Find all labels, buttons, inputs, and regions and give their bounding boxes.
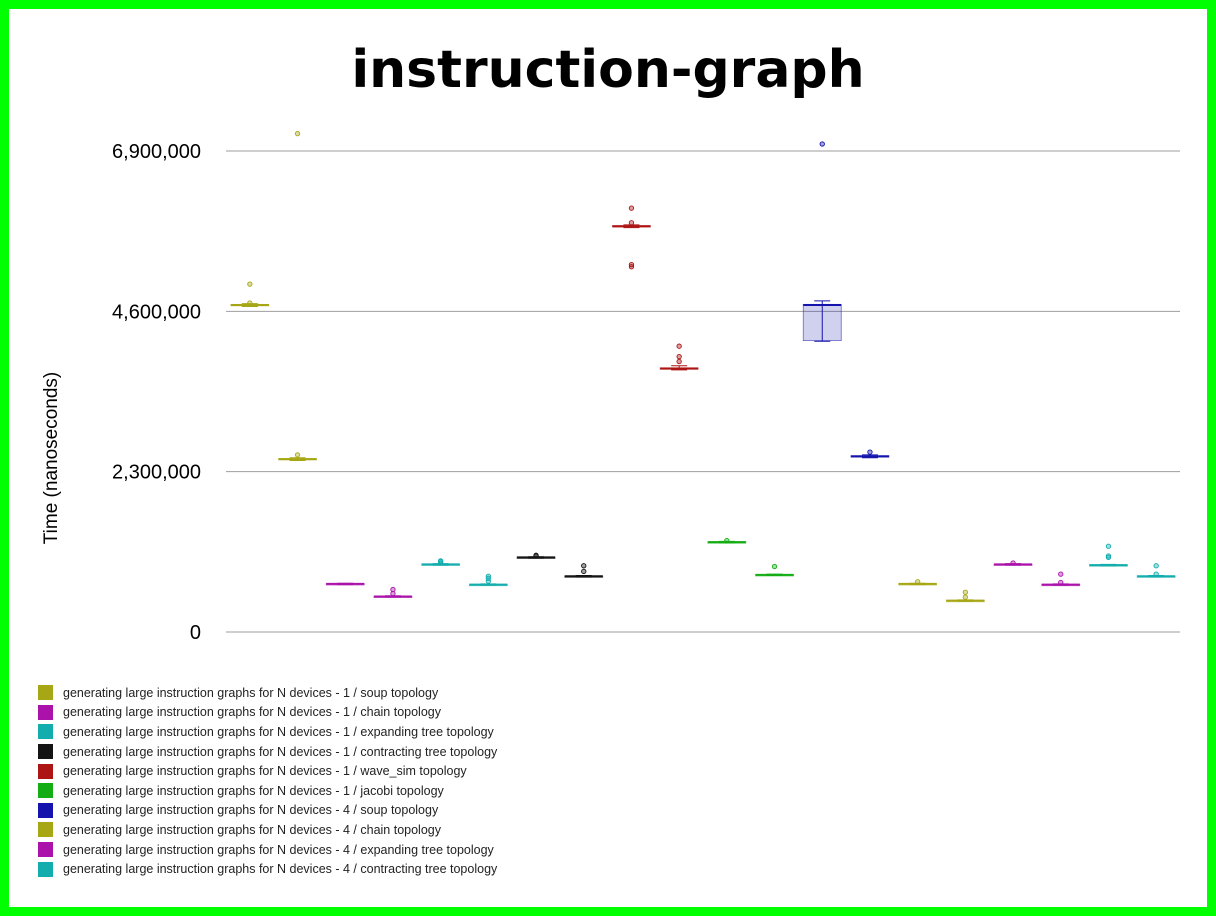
outlier-point [1153,563,1159,569]
box-plot [993,560,1033,566]
legend-swatch [38,822,53,838]
legend-item: generating large instruction graphs for … [38,761,497,781]
box [802,303,842,342]
box-plot [1041,571,1081,587]
outlier-point [1010,560,1016,566]
outlier-point [533,552,539,558]
box-plot [1136,563,1176,578]
box-plot [755,563,794,577]
outlier-point [294,452,301,458]
outlier-point [676,358,682,365]
legend-label: generating large instruction graphs for … [63,803,439,818]
legend-swatch [38,802,53,818]
outlier-point [962,594,968,600]
legend-label: generating large instruction graphs for … [63,862,498,877]
box-plot [945,589,985,603]
outlier-point [1105,553,1112,559]
legend-swatch [38,842,53,858]
outlier-point [390,586,396,593]
box-plot [325,582,365,586]
legend-item: generating large instruction graphs for … [38,781,497,801]
outlier-point [581,568,587,575]
outlier-point [1058,571,1064,577]
box-plot [802,141,842,342]
box-plot [421,558,461,566]
outlier-point [724,538,730,544]
legend-swatch [38,744,53,760]
outlier-point [581,563,587,569]
y-axis-label: Time (nanoseconds) [41,371,62,545]
outlier-point [771,563,778,570]
box-plot [564,563,604,578]
legend-label: generating large instruction graphs for … [63,822,441,837]
outlier-point [819,141,825,147]
outlier-point [247,281,253,287]
y-tick-label: 0 [190,622,201,644]
outlier-point [294,130,301,137]
legend-item: generating large instruction graphs for … [38,703,497,723]
legend-label: generating large instruction graphs for … [63,764,467,779]
box-plot [516,552,556,559]
legend-label: generating large instruction graphs for … [63,783,444,798]
box-plot [707,538,747,544]
outlier-point [485,573,491,579]
y-tick-label: 2,300,000 [112,462,201,484]
outlier-point [628,264,635,270]
outlier-point [676,343,682,349]
legend-label: generating large instruction graphs for … [63,685,439,700]
box-plot [612,205,651,270]
legend-item: generating large instruction graphs for … [38,859,497,879]
box-plot [850,449,890,459]
chart-title: instruction-graph [351,40,865,100]
outlier-point [1153,571,1159,577]
y-tick-label: 6,900,000 [112,141,201,163]
legend-swatch [38,783,53,799]
legend-swatch [38,763,53,779]
legend-item: generating large instruction graphs for … [38,820,497,840]
box-plot [278,130,317,462]
outlier-point [247,300,253,306]
box-plot [373,586,413,598]
outlier-point [676,353,682,360]
legend-swatch [38,861,53,877]
outlier-point [867,449,873,455]
legend-item: generating large instruction graphs for … [38,801,497,821]
legend-label: generating large instruction graphs for … [63,724,494,739]
box-plot [468,573,508,587]
legend-item: generating large instruction graphs for … [38,840,497,860]
outlier-point [962,589,968,595]
chart-frame [9,9,1207,907]
legend-swatch [38,724,53,740]
legend-label: generating large instruction graphs for … [63,705,441,720]
outlier-point [628,205,635,211]
outlier-point [628,220,635,226]
box-plot [898,579,938,586]
outlier-point [1058,579,1064,586]
y-tick-label: 4,600,000 [112,301,201,323]
outlier-point [915,579,921,585]
legend: generating large instruction graphs for … [38,683,497,879]
legend-swatch [38,685,53,701]
outlier-point [1105,543,1112,549]
outlier-point [437,558,444,564]
box-plot [1089,543,1128,567]
box-plot [230,281,270,307]
legend-swatch [38,704,53,720]
box-plot [659,343,699,371]
legend-label: generating large instruction graphs for … [63,842,494,857]
legend-label: generating large instruction graphs for … [63,744,498,759]
legend-item: generating large instruction graphs for … [38,683,497,703]
legend-item: generating large instruction graphs for … [38,722,497,742]
legend-item: generating large instruction graphs for … [38,742,497,762]
